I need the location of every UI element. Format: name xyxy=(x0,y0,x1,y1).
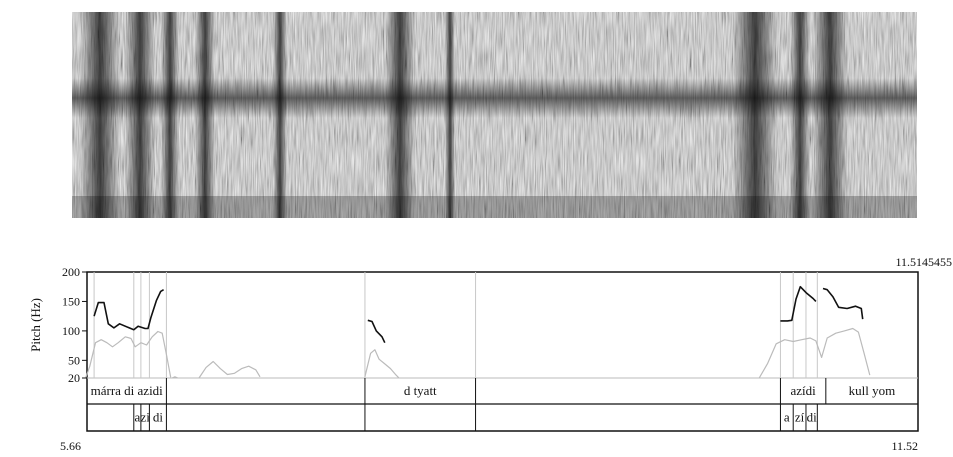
spectrogram-band-4 xyxy=(273,12,287,218)
pitch-series-1-segment-2 xyxy=(198,360,261,379)
y-tick-label-50: 50 xyxy=(68,353,80,367)
pitch-frame xyxy=(86,271,919,432)
x-end-label: 11.52 xyxy=(891,439,918,452)
tier-words-label-5: kull yom xyxy=(849,383,896,398)
y-tick-label-20: 20 xyxy=(68,371,80,385)
spectrogram-band-3 xyxy=(195,12,215,218)
pitch-series-1-segment-4 xyxy=(758,327,871,379)
pitch-series-0-segment-2 xyxy=(780,285,817,322)
pitch-series-0-segment-1 xyxy=(367,319,386,344)
pitch-series-1-segment-3 xyxy=(364,349,400,379)
tier-words-label-4: azídi xyxy=(791,383,817,398)
tier-syllables-label-8: zí xyxy=(795,410,805,425)
tier-words-label-2: d tyatt xyxy=(404,383,437,398)
y-axis-label: Pitch (Hz) xyxy=(28,298,43,352)
top-right-time-label: 11.5145455 xyxy=(895,255,952,269)
pitch-series-0-segment-3 xyxy=(822,287,864,320)
tier-syllables-label-9: di xyxy=(807,410,818,425)
spectrogram-band-7 xyxy=(732,12,778,218)
y-tick-label-100: 100 xyxy=(62,324,80,338)
spectrogram-band-6 xyxy=(445,12,455,218)
tier-syllables-label-7: a xyxy=(784,410,790,425)
spectrogram-band-0 xyxy=(80,12,120,218)
spectrogram-band-9 xyxy=(812,12,848,218)
y-tick-label-150: 150 xyxy=(62,294,80,308)
pitch-series-0-segment-0 xyxy=(93,289,165,331)
y-tick-label-200: 200 xyxy=(62,265,80,279)
spectrogram-band-2 xyxy=(161,12,179,218)
spectrogram-band-5 xyxy=(385,12,415,218)
tier-syllables-label-3: di xyxy=(153,410,164,425)
tier-words-label-0: márra di azidi xyxy=(91,383,164,398)
spectrogram xyxy=(72,12,917,218)
pitch-series-1-segment-0 xyxy=(85,330,172,379)
x-start-label: 5.66 xyxy=(60,439,81,452)
spectrogram-band-8 xyxy=(790,12,810,218)
pitch-series-1-segment-1 xyxy=(171,376,179,379)
spectrogram-band-1 xyxy=(125,12,155,218)
tier-syllables-label-1: a xyxy=(134,410,140,425)
tier-syllables-label-2: zi xyxy=(140,410,150,425)
